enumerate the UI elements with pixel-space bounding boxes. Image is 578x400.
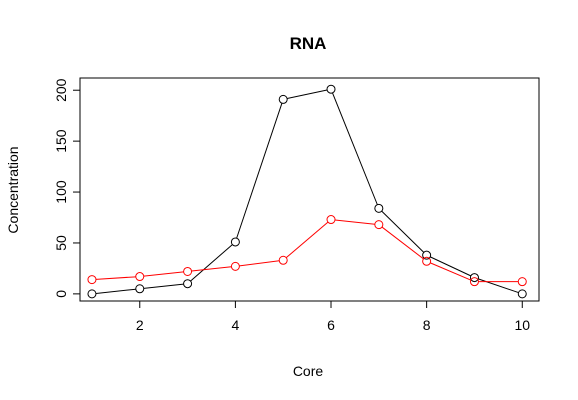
data-point (422, 256, 432, 266)
y-tick-label: 100 (53, 180, 69, 204)
chart-title: RNA (290, 34, 327, 53)
series-layer (87, 84, 527, 299)
data-point (183, 279, 193, 289)
plot-frame (79, 77, 540, 302)
series-line-segment (143, 283, 184, 289)
data-point (135, 284, 145, 294)
series-1 (87, 84, 527, 299)
x-tick-label: 6 (327, 317, 335, 333)
data-point (422, 250, 432, 260)
series-2 (87, 215, 527, 287)
series-line-segment (190, 244, 233, 282)
series-line-segment (143, 271, 184, 277)
y-tick-label: 50 (53, 235, 69, 251)
series-line-segment (430, 256, 472, 277)
data-point (230, 261, 240, 271)
data-point (278, 94, 288, 104)
x-axis-label: Core (293, 363, 324, 379)
series-line-segment (287, 89, 328, 100)
data-point (278, 255, 288, 265)
y-axis-label: Concentration (5, 146, 21, 233)
data-point (87, 275, 97, 285)
series-line-segment (334, 219, 375, 225)
series-line-segment (239, 260, 280, 267)
data-point (230, 237, 240, 247)
y-tick-label: 0 (53, 290, 69, 298)
data-point (326, 84, 336, 94)
data-point (183, 266, 193, 276)
data-point (135, 272, 145, 282)
data-point (374, 220, 384, 230)
series-line-segment (285, 221, 329, 259)
series-line-segment (95, 276, 136, 280)
series-line-segment (381, 226, 424, 260)
x-tick-label: 10 (514, 317, 530, 333)
series-line-segment (381, 210, 425, 253)
data-point (374, 203, 384, 213)
x-tick-label: 2 (136, 317, 144, 333)
data-point (469, 277, 479, 287)
data-point (517, 289, 527, 299)
data-point (469, 273, 479, 283)
series-line-segment (332, 92, 378, 205)
x-tick-label: 8 (423, 317, 431, 333)
data-point (87, 289, 97, 299)
series-line-segment (430, 262, 471, 281)
y-tick-label: 200 (53, 78, 69, 102)
series-line-segment (95, 288, 136, 294)
series-line-segment (191, 266, 232, 272)
x-axis: 2 4 6 8 10 (136, 300, 530, 333)
y-tick-label: 150 (53, 129, 69, 153)
y-axis: 0 50 100 150 200 (53, 78, 81, 298)
data-point (517, 277, 527, 287)
series-line-segment (236, 103, 283, 239)
series-line-segment (478, 278, 519, 294)
x-tick-label: 4 (231, 317, 239, 333)
data-point (326, 215, 336, 225)
